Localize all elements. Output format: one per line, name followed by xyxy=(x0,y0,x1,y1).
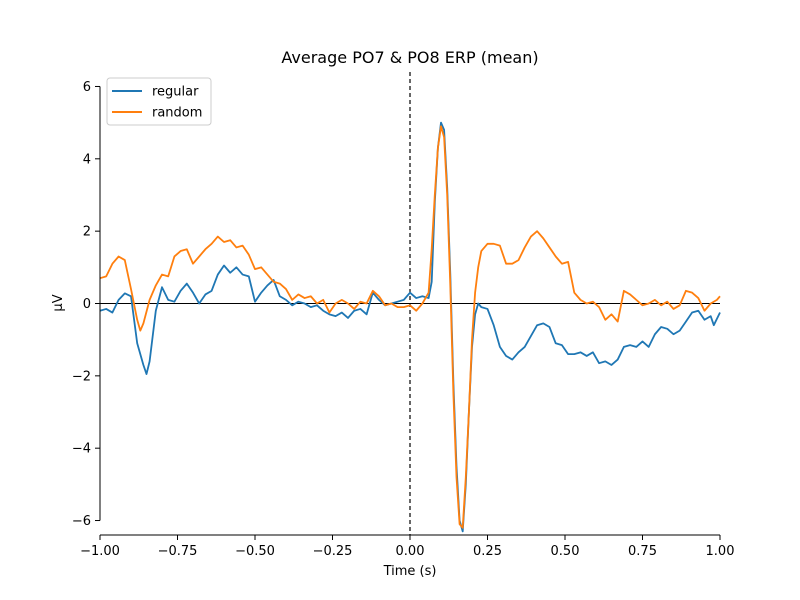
y-tick-label: 0 xyxy=(83,297,91,312)
y-tick-label: 6 xyxy=(83,80,91,95)
legend: regular random xyxy=(106,77,212,126)
series-line-regular xyxy=(99,121,721,533)
legend-box xyxy=(106,77,212,126)
legend-label-random: random xyxy=(152,106,202,121)
series-line-random xyxy=(99,125,721,529)
x-tick-label: −1.00 xyxy=(80,544,120,559)
x-tick-label: 0.50 xyxy=(551,544,580,559)
y-tick-label: −2 xyxy=(72,369,91,384)
x-tick-label: −0.25 xyxy=(313,544,353,559)
legend-label-regular: regular xyxy=(152,85,199,100)
y-ticks: −6 −4 −2 0 2 4 6 xyxy=(72,80,100,529)
y-axis-label: µV xyxy=(51,294,66,311)
x-tick-label: 0.25 xyxy=(473,544,502,559)
x-tick-label: 1.00 xyxy=(706,544,735,559)
x-ticks: −1.00 −0.75 −0.50 −0.25 0.00 0.25 0.50 0.75 1.00 xyxy=(80,535,734,559)
x-tick-label: 0.00 xyxy=(396,544,425,559)
y-tick-label: −4 xyxy=(72,442,91,457)
chart-title: Average PO7 & PO8 ERP (mean) xyxy=(281,48,538,67)
x-tick-label: −0.75 xyxy=(158,544,198,559)
x-axis-label: Time (s) xyxy=(383,564,437,579)
y-tick-label: 4 xyxy=(83,152,91,167)
x-tick-label: 0.75 xyxy=(628,544,657,559)
y-tick-label: 2 xyxy=(83,225,91,240)
y-tick-label: −6 xyxy=(72,514,91,529)
plot-area xyxy=(99,72,721,535)
x-tick-label: −0.50 xyxy=(235,544,275,559)
